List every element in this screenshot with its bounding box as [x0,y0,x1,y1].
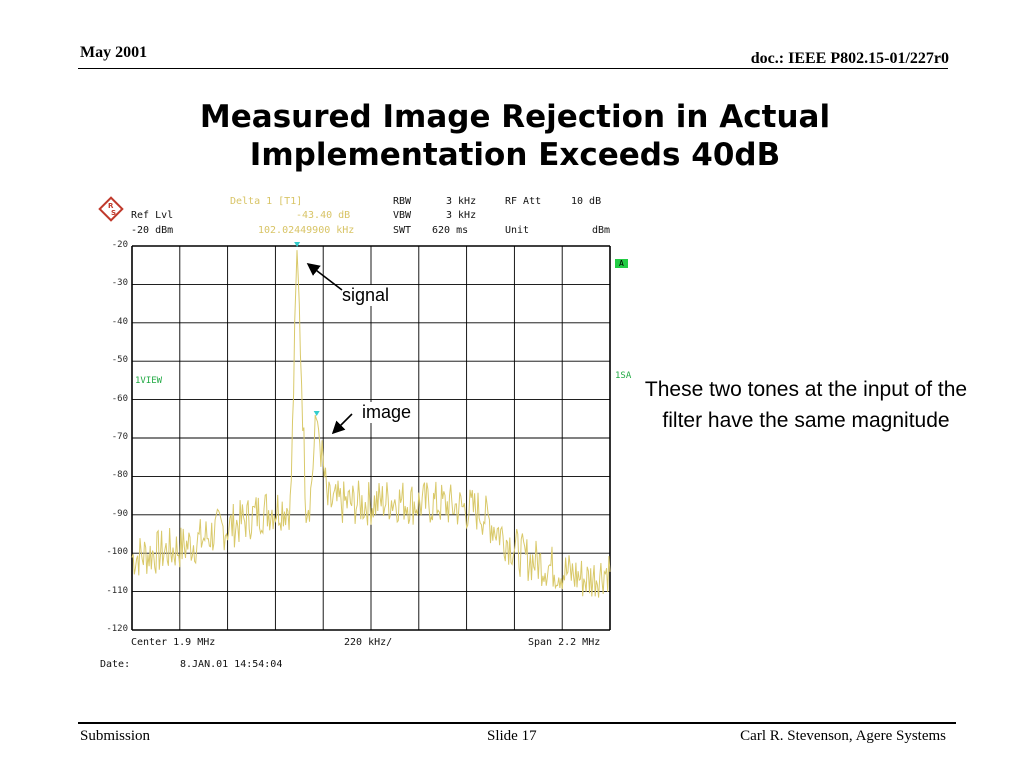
slide-title-line-1: Measured Image Rejection in Actual [199,99,831,135]
marker-image [313,410,320,416]
spectrum-plot [131,242,611,631]
header-rule [78,68,948,69]
date-label: Date: [100,659,131,670]
svg-text:S: S [111,209,116,217]
y-tick-label: -90 [111,508,128,519]
rohde-schwarz-logo-icon: R S [98,196,124,222]
footer-author: Carl R. Stevenson, Agere Systems [740,728,946,744]
unit-value: dBm [592,225,611,236]
signal-arrow [306,263,343,291]
image-arrow [331,413,353,435]
header-date: May 2001 [80,44,148,61]
footer-rule [78,722,956,724]
y-tick-label: -50 [111,355,128,366]
ref-lvl-value: -20 dBm [131,225,174,236]
rbw-value: 3 kHz [446,196,477,207]
ref-lvl-label: Ref Lvl [131,210,174,221]
plot-grid [131,245,611,631]
y-tick-label: -30 [111,278,128,289]
slide-title-line-2: Implementation Exceeds 40dB [249,137,781,173]
y-tick-label: -70 [111,432,128,442]
description-text: These two tones at the input of the filt… [644,378,968,432]
y-tick-label: -100 [106,547,128,558]
swt-label: SWT [393,225,412,236]
annotation-image: image [360,402,414,423]
unit-label: Unit [505,225,530,236]
marker-title: Delta 1 [T1] [230,196,303,207]
span: Span 2.2 MHz [528,637,601,648]
y-tick-label: -40 [111,316,128,327]
rbw-label: RBW [393,196,412,207]
svg-text:R: R [108,202,114,210]
slide-title: Measured Image Rejection in Actual Imple… [100,98,930,174]
swt-value: 620 ms [432,225,469,236]
marker-frequency: 102.02449900 kHz [258,225,355,236]
center-frequency: Center 1.9 MHz [131,637,216,648]
y-tick-label: -80 [111,470,128,481]
footer-slide-number: Slide 17 [487,728,537,744]
y-tick-label: -110 [106,585,128,596]
side-label-1sa: 1SA [615,371,632,381]
trace-label: 1VIEW [135,376,163,386]
header-doc-id: doc.: IEEE P802.15-01/227r0 [750,50,949,67]
side-label-a: A [615,259,628,268]
rf-att-value: 10 dB [571,196,602,207]
y-tick-label: -60 [111,393,128,404]
annotation-signal: signal [340,285,392,306]
date-value: 8.JAN.01 14:54:04 [180,659,283,670]
y-tick-label: -120 [106,624,128,634]
marker-group [294,242,320,416]
marker-signal [294,242,301,247]
rf-att-label: RF Att [505,196,542,207]
spectrum-trace [131,250,611,598]
marker-level: -43.40 dB [296,210,351,221]
footer-submission: Submission [80,728,151,744]
spectrum-analyzer-screenshot: R S Ref Lvl -20 dBm Delta 1 [T1] -43.40 … [96,190,636,680]
frequency-per-division: 220 kHz/ [344,637,393,648]
y-tick-label: -20 [111,240,128,250]
vbw-value: 3 kHz [446,210,477,221]
annotation-arrows [306,263,353,435]
vbw-label: VBW [393,210,412,221]
